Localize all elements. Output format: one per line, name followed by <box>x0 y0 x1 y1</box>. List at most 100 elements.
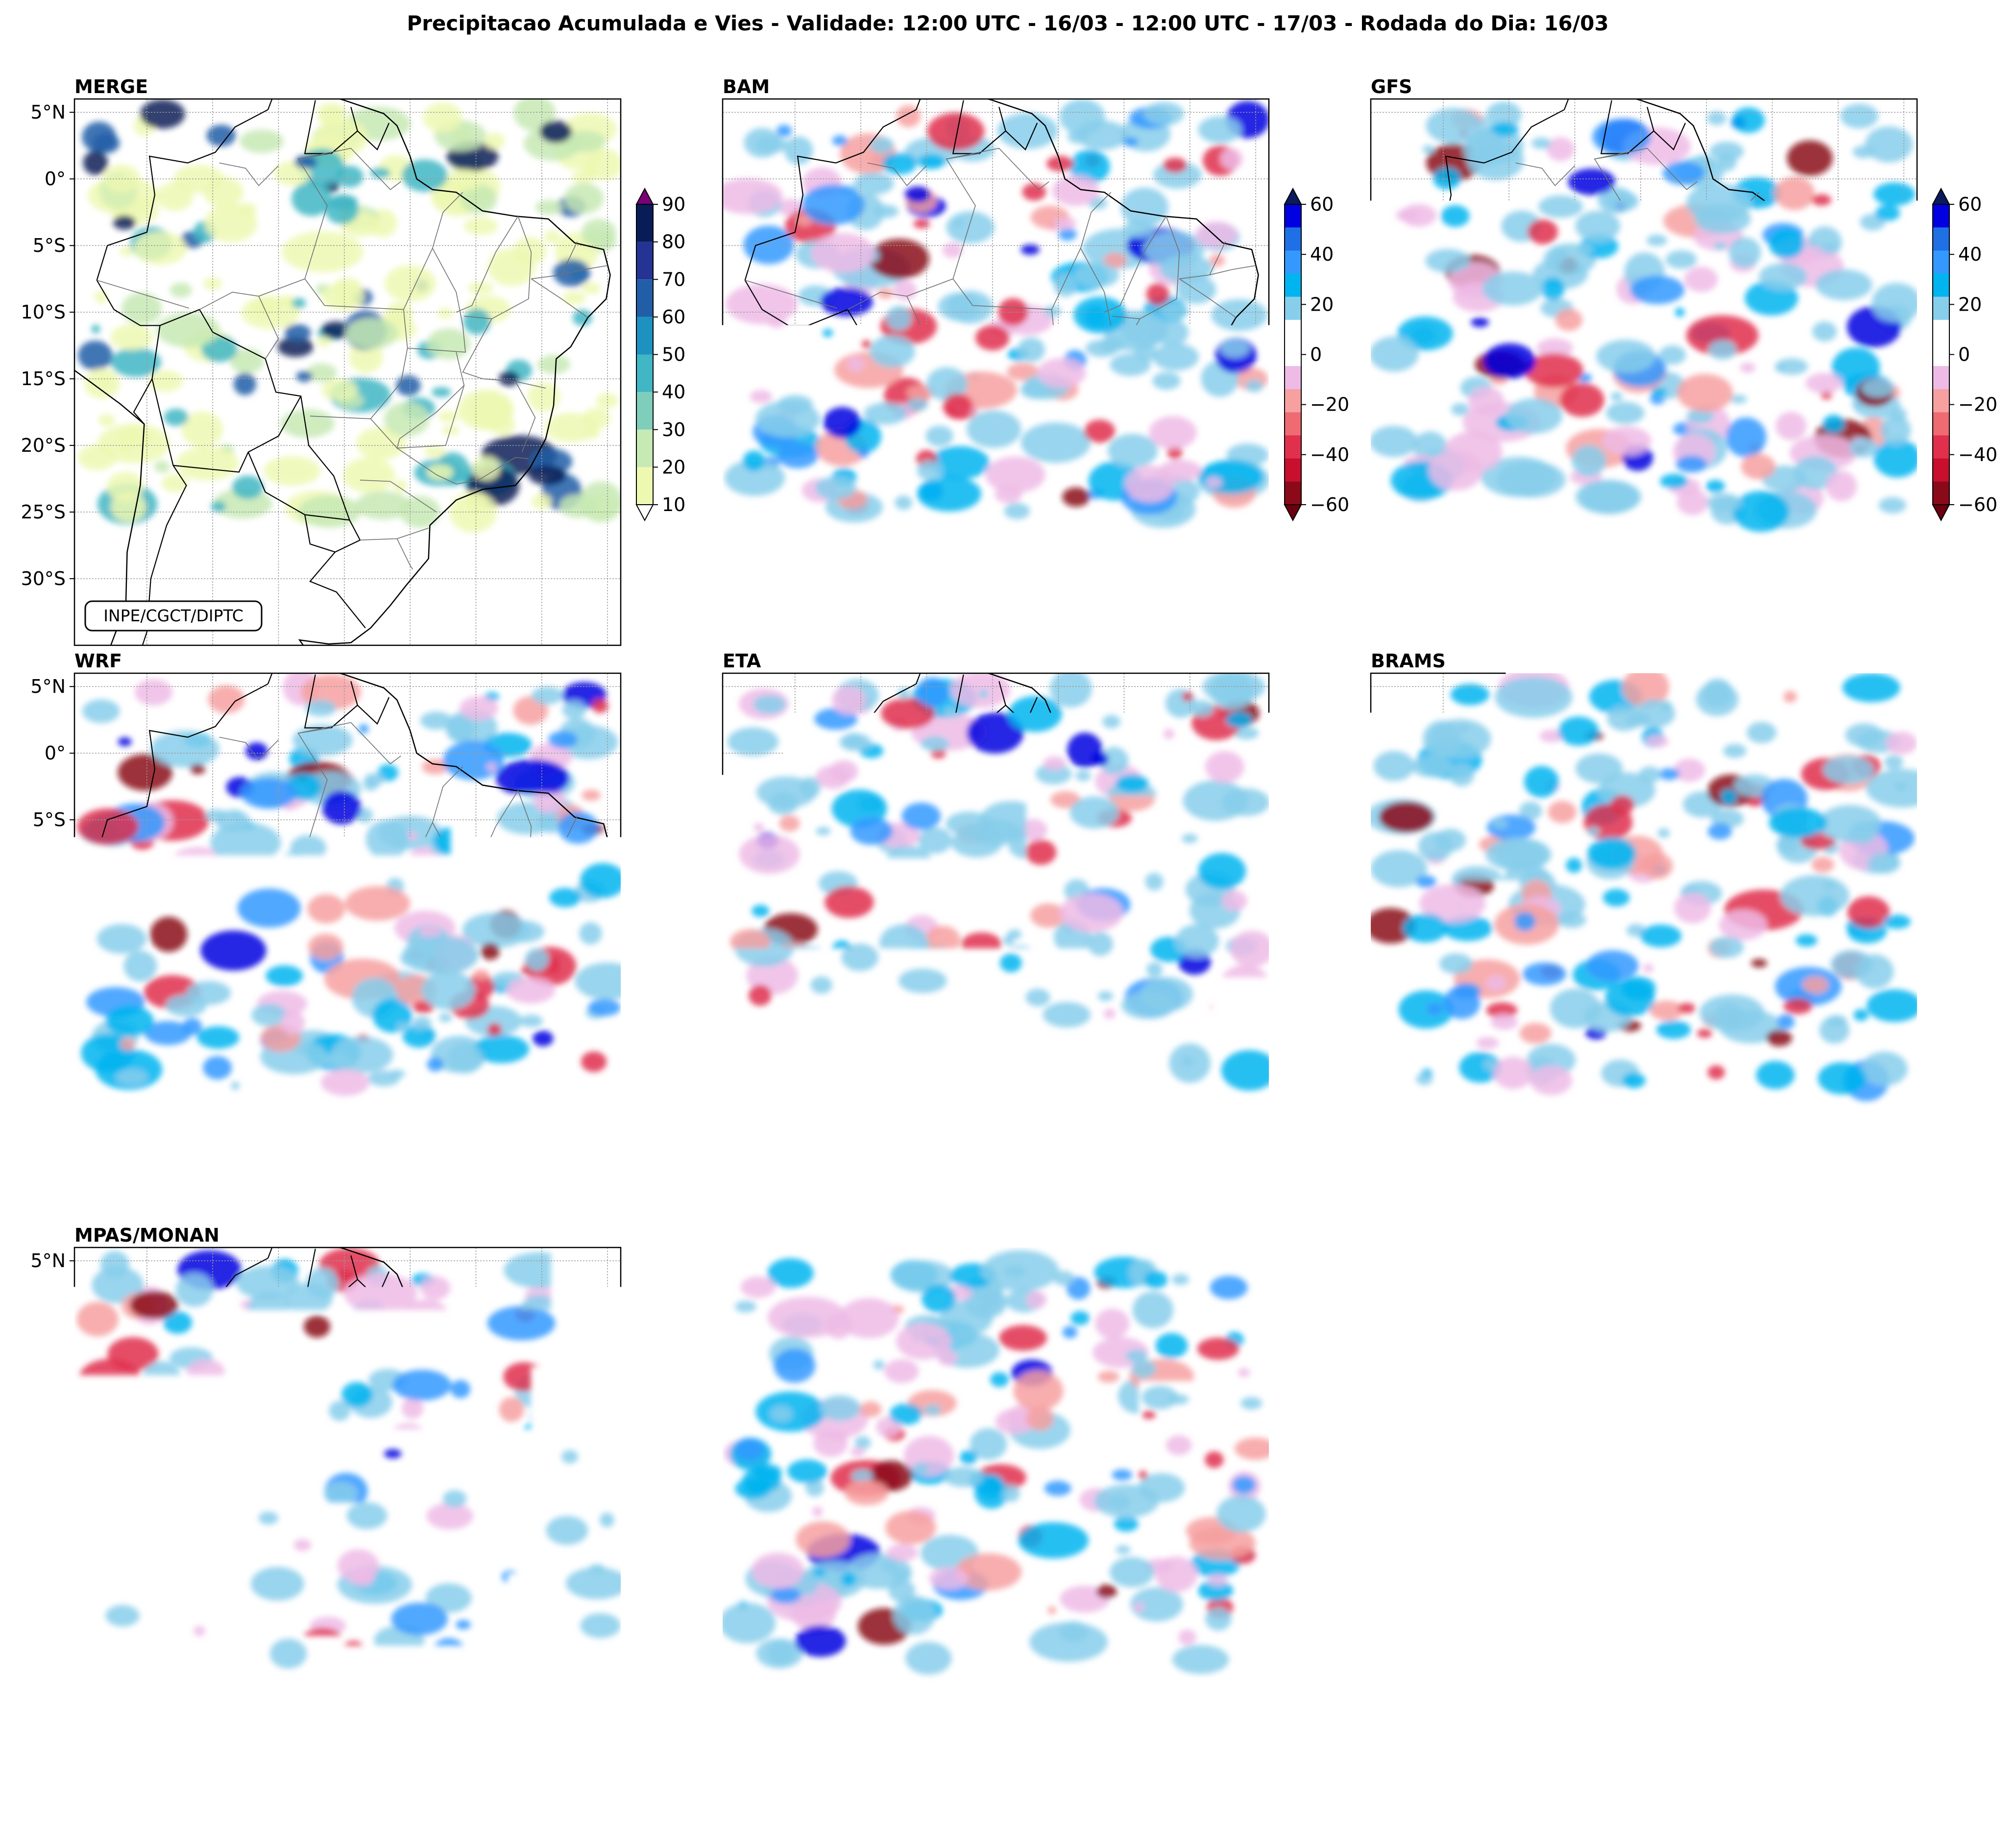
panel-title: BAM <box>723 76 770 98</box>
colorbar-tick: 0 <box>1958 918 1970 940</box>
panel-title: ETA <box>723 650 761 672</box>
lat-label: 5°N <box>30 101 66 123</box>
colorbar-tick: −60 <box>662 1068 701 1090</box>
lat-label: 10°S <box>21 301 66 323</box>
colorbar-tick: −40 <box>1310 1018 1349 1040</box>
colorbar-tick: 60 <box>662 1342 685 1364</box>
colorbar-tick: 40 <box>1310 1392 1334 1414</box>
lat-label: 5°S <box>33 235 66 256</box>
colorbar-bam: 60 40 20 0 −20 −40 −60 <box>1285 189 1349 520</box>
credit-text: INPE/CGCT/DIPTC <box>103 606 243 625</box>
lat-label: 5°N <box>30 676 66 697</box>
credit-text: INPE/CGCT/DIPTC <box>1400 1180 1540 1199</box>
colorbar-tick: −40 <box>662 1592 701 1614</box>
colorbar-tick: −60 <box>1310 494 1349 515</box>
panel-wrf: WRFINPE/CGCT/DIPTC5°N0°5°S10°S15°S20°S25… <box>0 590 640 1299</box>
colorbar-tick: −60 <box>662 1642 701 1664</box>
empty-frame <box>1332 1366 1950 1671</box>
colorbar-tick: 40 <box>1958 818 1982 839</box>
colorbar-tick: 20 <box>1310 293 1334 315</box>
colorbar-tick: 60 <box>1310 194 1334 215</box>
colorbar-tick: −20 <box>1310 394 1349 416</box>
colorbar-tick: 20 <box>1310 1442 1334 1464</box>
colorbar-merge: 102030405060708090 <box>636 189 685 520</box>
colorbar-brams: 6040200−20−40−60 <box>1933 763 1997 1095</box>
colorbar-tick: −20 <box>1958 968 1997 990</box>
colorbar-tick: −20 <box>1958 394 1997 416</box>
lat-label: 5°S <box>33 1383 66 1405</box>
lon-label: 35°W <box>1230 1801 1282 1823</box>
lon-label: 55°W <box>318 1801 370 1823</box>
lon-label: 60°W <box>901 1801 952 1823</box>
credit-text: INPE/CGCT/DIPTC <box>103 1180 243 1199</box>
lon-label: 55°W <box>967 1801 1018 1823</box>
colorbar-tick: 40 <box>662 1392 685 1414</box>
colorbar-tick: −40 <box>1310 444 1349 465</box>
lon-label: 40°W <box>516 1801 567 1823</box>
credit-box: INPE/CGCT/DIPTC <box>1382 601 1558 631</box>
panel-bam: BAM INPE/CGCT/DIPTC <box>644 16 1269 725</box>
colorbar-tick: 20 <box>1310 868 1334 889</box>
lon-label: 50°W <box>385 1801 436 1823</box>
credit-text: INPE/CGCT/DIPTC <box>752 1180 892 1199</box>
credit-text: INPE/CGCT/DIPTC <box>1400 606 1540 625</box>
colorbar-tick: 40 <box>1310 818 1334 839</box>
colorbar-tick: 0 <box>1310 1492 1322 1514</box>
panel-eta: ETA INPE/CGCT/DIPTC <box>644 590 1278 1299</box>
lat-label: 20°S <box>21 1583 66 1605</box>
colorbar-tick: 40 <box>662 381 685 403</box>
panel-merge: MERGEINPE/CGCT/DIPTC5°N0°5°S10°S15°S20°S… <box>0 16 623 725</box>
lat-label: 0° <box>45 168 66 190</box>
lat-label: 15°S <box>21 942 66 964</box>
lat-label: 0° <box>45 1317 66 1338</box>
lon-label: 65°W <box>835 1801 887 1823</box>
panel-brams: BRAMSINPE/CGCT/DIPTC <box>1292 590 1938 1299</box>
credit-box: INPE/CGCT/DIPTC <box>1382 1175 1558 1205</box>
colorbar-tick: 60 <box>1958 768 1982 789</box>
colorbar-eta: 6040200−20−40−60 <box>1285 763 1349 1095</box>
colorbar-mpas: 6040200−20−40−60 <box>636 1337 701 1669</box>
lon-label: 65°W <box>187 1801 239 1823</box>
lat-label: 10°S <box>21 1450 66 1471</box>
lat-label: 25°S <box>21 1076 66 1097</box>
colorbar-tick: 0 <box>662 918 674 940</box>
credit-text: INPE/CGCT/DIPTC <box>103 1755 243 1774</box>
colorbar-wrf: 6040200−20−40−60 <box>636 763 701 1095</box>
colorbar-tick: 0 <box>662 1492 674 1514</box>
credit-box: INPE/CGCT/DIPTC <box>733 601 910 631</box>
colorbar-tick: 60 <box>1310 1342 1334 1364</box>
lat-label: 25°S <box>21 1650 66 1671</box>
colorbar-tick: 20 <box>662 868 685 889</box>
credit-box: INPE/CGCT/DIPTC <box>85 1175 262 1205</box>
credit-box: INPE/CGCT/DIPTC <box>85 1750 262 1779</box>
colorbar-tick: 0 <box>1310 918 1322 940</box>
lat-label: 15°S <box>21 1516 66 1538</box>
colorbar-tick: 0 <box>1310 344 1322 366</box>
colorbar-tick: 70 <box>662 269 685 290</box>
colorbar-tick: 20 <box>1958 293 1982 315</box>
colorbar-tick: −60 <box>1310 1068 1349 1090</box>
colorbar-tick: 60 <box>1310 768 1334 789</box>
panel-title: MERGE <box>74 76 148 98</box>
lat-label: 20°S <box>21 435 66 456</box>
panel-title: COSMO <box>723 1224 800 1246</box>
colorbar-tick: 20 <box>662 456 685 478</box>
figure: Precipitacao Acumulada e Vies - Validade… <box>0 0 2016 1834</box>
panel-gfs: GFS INPE/CGCT/DIPTC <box>1292 16 1921 725</box>
colorbar-tick: 30 <box>662 419 685 440</box>
lat-label: 5°N <box>30 1250 66 1272</box>
colorbar-tick: 20 <box>662 1442 685 1464</box>
colorbar-tick: 90 <box>662 194 685 215</box>
lat-label: 10°S <box>21 876 66 897</box>
colorbar-tick: 60 <box>662 306 685 328</box>
colorbar-tick: 50 <box>662 344 685 366</box>
lat-label: 5°S <box>33 809 66 831</box>
colorbar-tick: −40 <box>1958 1018 1997 1040</box>
colorbar-tick: 40 <box>1310 244 1334 265</box>
colorbar-tick: −60 <box>1958 494 1997 515</box>
colorbar-tick: 60 <box>1958 194 1982 215</box>
colorbar-tick: −60 <box>1958 1068 1997 1090</box>
lon-label: 45°W <box>1098 1801 1150 1823</box>
credit-box: INPE/CGCT/DIPTC <box>85 601 262 631</box>
lat-label: 30°S <box>21 1142 66 1164</box>
